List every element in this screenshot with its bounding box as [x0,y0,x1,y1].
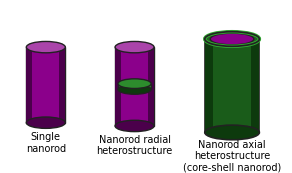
Text: Nanorod axial
heterostructure
(core-shell nanorod): Nanorod axial heterostructure (core-shel… [183,140,281,173]
Polygon shape [205,39,259,133]
Polygon shape [148,47,154,126]
Polygon shape [118,84,151,89]
Polygon shape [115,47,154,126]
Ellipse shape [118,85,151,94]
Text: Single
nanorod: Single nanorod [26,133,66,154]
Ellipse shape [115,42,154,53]
Polygon shape [26,47,65,123]
Ellipse shape [205,125,259,140]
Polygon shape [251,39,259,133]
Text: Nanorod radial
heterostructure: Nanorod radial heterostructure [96,135,173,157]
Polygon shape [26,47,32,123]
Ellipse shape [115,120,154,132]
Ellipse shape [205,32,259,46]
Polygon shape [205,39,213,133]
Ellipse shape [210,33,254,45]
Ellipse shape [26,42,65,53]
Ellipse shape [118,79,151,88]
Ellipse shape [26,117,65,128]
Polygon shape [60,47,65,123]
Polygon shape [115,47,121,126]
